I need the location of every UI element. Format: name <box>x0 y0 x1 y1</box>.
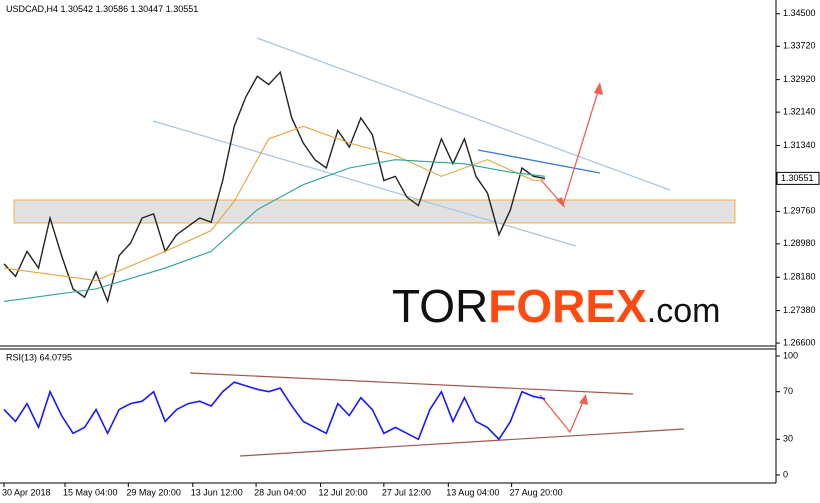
channel-upper <box>256 37 671 191</box>
price-line <box>3 125 546 282</box>
x-tick-label: 30 Apr 2018 <box>2 487 51 497</box>
x-tick-label: 28 Jun 04:00 <box>254 487 306 497</box>
rsi-tick-label: 0 <box>783 469 788 479</box>
y-tick-label: 1.27380 <box>783 305 816 315</box>
price-line <box>3 70 546 304</box>
ohlc: 1.30586 <box>96 4 129 14</box>
price-label: 1.30551 <box>781 173 814 183</box>
y-tick-label: 1.28180 <box>783 272 816 282</box>
watermark: TORFOREX.com <box>392 280 720 332</box>
price-label-box <box>776 171 820 185</box>
ohlc: 1.30447 <box>131 4 164 14</box>
x-tick-label: 27 Aug 20:00 <box>510 487 563 497</box>
x-tick-label: 29 May 20:00 <box>126 487 181 497</box>
rsi-tick-label: 70 <box>783 386 793 396</box>
y-tick-label: 1.28980 <box>783 238 816 248</box>
x-tick-label: 13 Jun 12:00 <box>191 487 243 497</box>
channel-lower <box>152 120 577 247</box>
rsi-tick-label: 30 <box>783 434 793 444</box>
ohlc: 1.30551 <box>166 4 199 14</box>
y-tick-label: 1.33720 <box>783 41 816 51</box>
rsi-lower-line <box>239 428 685 457</box>
y-tick-label: 1.32920 <box>783 74 816 84</box>
watermark-part: .com <box>647 292 721 330</box>
ohlc: 1.30542 <box>61 4 94 14</box>
y-tick-label: 1.32140 <box>783 107 816 117</box>
rsi-arrow <box>539 394 586 434</box>
arrow-head <box>579 394 588 405</box>
arrow-head <box>556 197 565 208</box>
price-line <box>3 159 546 302</box>
x-tick-label: 15 May 04:00 <box>63 487 118 497</box>
arrow-head <box>594 82 603 95</box>
symbol-title: USDCAD,H4 1.30542 1.30586 1.30447 1.3055… <box>6 4 198 14</box>
y-tick-label: 1.31340 <box>783 140 816 150</box>
rsi-tick-label: 100 <box>783 350 798 360</box>
watermark-part: TOR <box>392 280 488 332</box>
symbol: USDCAD,H4 <box>6 4 58 14</box>
y-tick-label: 1.26600 <box>783 337 816 347</box>
x-tick-label: 12 Jul 20:00 <box>319 487 368 497</box>
x-tick-label: 13 Aug 04:00 <box>446 487 499 497</box>
x-tick-label: 27 Jul 12:00 <box>382 487 431 497</box>
watermark-part: FOREX <box>488 280 647 332</box>
y-tick-label: 1.29760 <box>783 206 816 216</box>
y-tick-label: 1.34500 <box>783 8 816 18</box>
rsi-upper-line <box>189 372 634 395</box>
rsi-title: RSI(13) 64.0795 <box>6 352 72 362</box>
trend-line <box>477 149 601 174</box>
support-zone <box>13 199 736 224</box>
rsi-line <box>3 381 546 441</box>
